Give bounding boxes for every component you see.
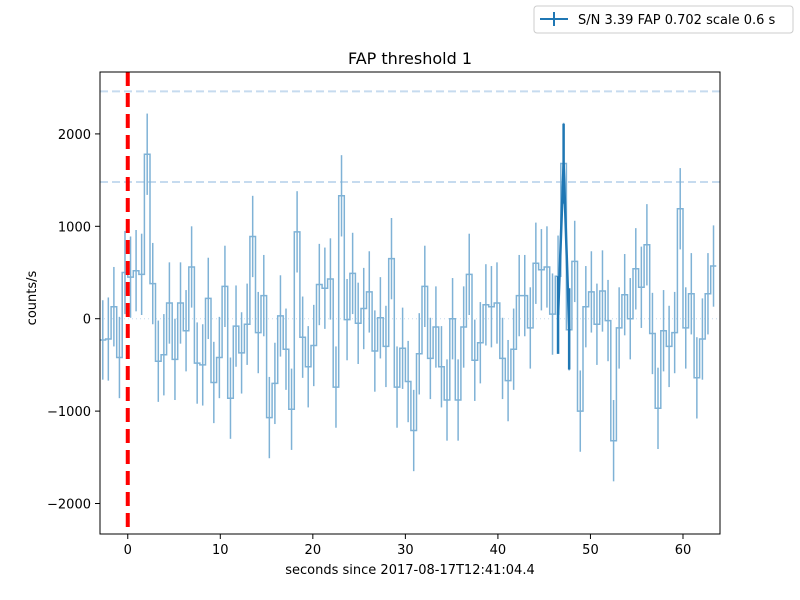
y-tick-label: −2000 bbox=[47, 498, 91, 513]
x-tick-label: 20 bbox=[305, 543, 322, 558]
x-tick-label: 30 bbox=[397, 543, 414, 558]
y-tick-label: 2000 bbox=[58, 128, 91, 143]
plot-clip-group bbox=[100, 72, 720, 534]
x-tick-label: 60 bbox=[675, 543, 692, 558]
x-axis-label: seconds since 2017-08-17T12:41:04.4 bbox=[285, 563, 534, 578]
x-tick-label: 10 bbox=[212, 543, 229, 558]
legend: S/N 3.39 FAP 0.702 scale 0.6 s bbox=[533, 5, 794, 34]
y-tick-label: −1000 bbox=[47, 405, 91, 420]
legend-box bbox=[533, 5, 794, 34]
lightcurve-step bbox=[100, 153, 717, 442]
legend-label: S/N 3.39 FAP 0.702 scale 0.6 s bbox=[578, 13, 775, 28]
x-tick-label: 50 bbox=[582, 543, 599, 558]
y-tick-label: 0 bbox=[83, 313, 91, 328]
x-tick-label: 0 bbox=[124, 543, 132, 558]
plot-area: 0 10 20 30 40 50 60 −2000 −1000 0 1000 2000 bbox=[47, 71, 721, 558]
x-tick-label: 40 bbox=[490, 543, 507, 558]
y-tick-label: 1000 bbox=[58, 220, 91, 235]
plot-frame bbox=[99, 71, 721, 535]
chart-title: FAP threshold 1 bbox=[348, 49, 472, 68]
y-axis-label: counts/s bbox=[25, 270, 40, 325]
plot-background bbox=[100, 72, 720, 534]
